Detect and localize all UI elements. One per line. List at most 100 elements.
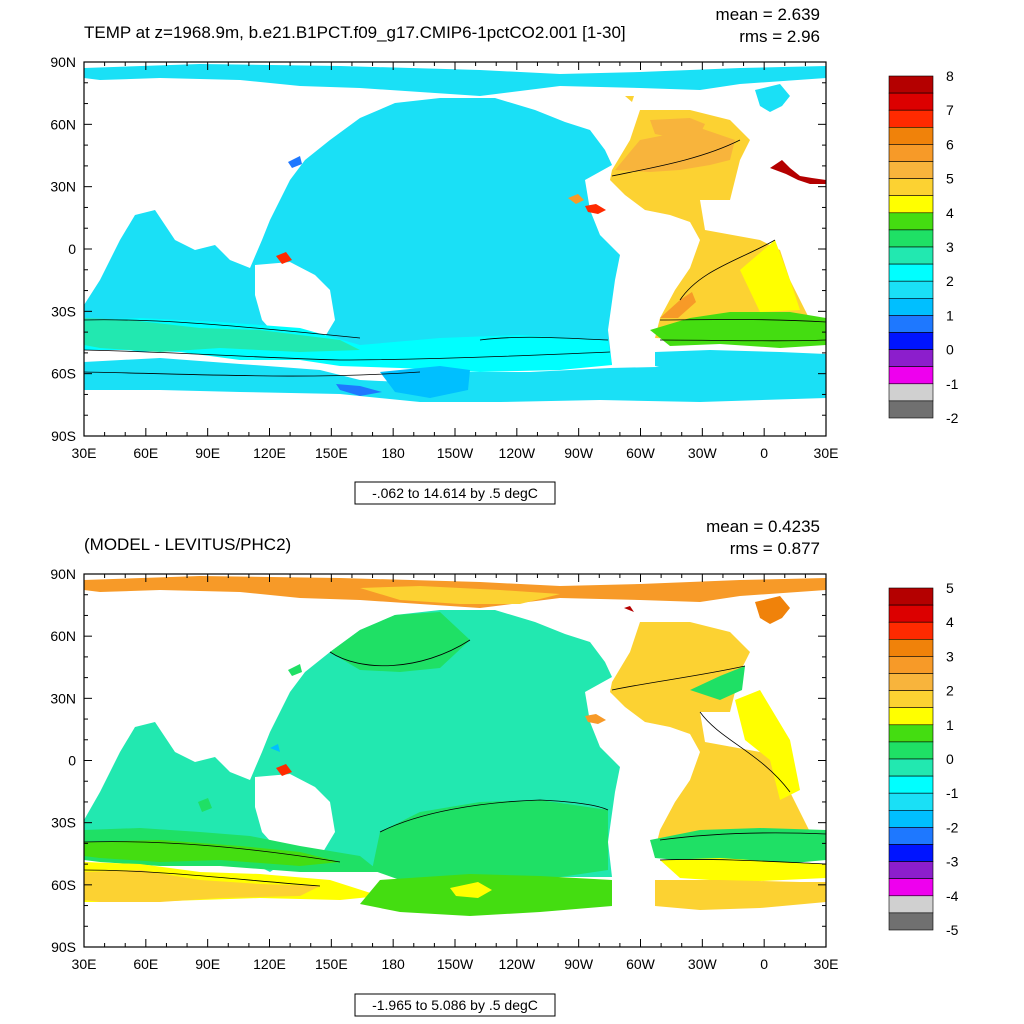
x-tick-label: 90E xyxy=(195,445,220,461)
colorbar-swatch xyxy=(888,400,934,419)
x-tick-label: 120E xyxy=(253,445,286,461)
x-tick-label: 120W xyxy=(499,445,536,461)
colorbar-label: 4 xyxy=(946,614,954,630)
x-tick-label: 90E xyxy=(195,956,220,972)
colorbar-label: 3 xyxy=(946,239,954,255)
x-tick-label: 30W xyxy=(688,445,718,461)
y-tick-label: 30S xyxy=(51,815,76,831)
axes: 30E 60E 90E 120E 150E 180 150W 120W 90W 60W 30W 0 30… xyxy=(50,54,838,461)
colorbar-label: 7 xyxy=(946,102,954,118)
colorbar-label: -5 xyxy=(946,922,959,938)
colorbar-label: 0 xyxy=(946,751,954,767)
colorbar-swatch xyxy=(888,246,934,265)
ocean-field-ross xyxy=(336,384,382,396)
y-tick-label: 60S xyxy=(51,366,76,382)
x-tick-label: 180 xyxy=(381,956,405,972)
rms-label: rms = 0.877 xyxy=(730,539,820,558)
ocean-field-north-atlantic xyxy=(615,128,735,172)
range-label: -1.965 to 5.086 by .5 degC xyxy=(372,997,538,1013)
ocean-field-baffin xyxy=(755,596,790,624)
ocean-field-south-pacific-green xyxy=(372,800,608,884)
colorbar-swatch xyxy=(888,297,934,316)
colorbar-swatch xyxy=(888,878,934,897)
ocean-field-amundsen-yellow xyxy=(450,882,492,898)
ocean-field-mediterranean xyxy=(770,160,826,184)
colorbar: 8 7 6 5 4 3 2 1 0 -1 -2 xyxy=(888,68,959,426)
colorbar-swatch xyxy=(888,673,934,691)
ocean-field-circumpolar-green xyxy=(650,828,826,866)
colorbar-swatch xyxy=(888,383,934,402)
x-tick-label: 150E xyxy=(315,445,348,461)
x-tick-label: 30W xyxy=(688,956,718,972)
x-tick-label: 60E xyxy=(133,445,158,461)
x-tick-label: 180 xyxy=(381,445,405,461)
colorbar-swatch xyxy=(888,707,934,726)
colorbar-swatch xyxy=(888,809,934,828)
x-tick-label: 30E xyxy=(814,956,839,972)
contour-lines xyxy=(83,139,827,377)
ocean-field-south-atlantic-yellow xyxy=(660,858,826,882)
ocean-field-antarctic-orange xyxy=(84,870,320,902)
ocean-field-hudson xyxy=(625,96,634,102)
x-tick-label: 0 xyxy=(760,445,768,461)
colorbar-swatch xyxy=(888,263,934,282)
colorbar-swatch xyxy=(888,775,934,794)
colorbar-label: 2 xyxy=(946,683,954,699)
colorbar-label: 1 xyxy=(946,307,954,323)
colorbar-label: 5 xyxy=(946,580,954,596)
colorbar-swatch xyxy=(888,844,934,862)
colorbar-swatch xyxy=(888,195,934,214)
colorbar-swatch xyxy=(888,144,934,162)
ocean-field-mediterranean xyxy=(624,606,634,612)
ocean-field-red-sea xyxy=(276,252,292,264)
colorbar-label: 0 xyxy=(946,342,954,358)
ocean-field-brazil-current xyxy=(660,292,696,318)
y-tick-label: 60S xyxy=(51,877,76,893)
mean-label: mean = 2.639 xyxy=(716,5,820,24)
colorbar-swatch xyxy=(888,92,934,111)
colorbar-label: 8 xyxy=(946,68,954,84)
colorbar-label: -3 xyxy=(946,854,959,870)
ocean-field-pacific xyxy=(84,98,620,365)
colorbar-swatch xyxy=(888,604,934,623)
colorbar-swatch xyxy=(888,315,934,333)
ocean-field-circumpolar-green xyxy=(650,312,826,348)
map-area xyxy=(83,64,827,402)
colorbar-swatch xyxy=(888,332,934,350)
y-tick-label: 0 xyxy=(68,753,76,769)
x-tick-label: 30E xyxy=(814,445,839,461)
panel-model-temperature: TEMP at z=1968.9m, b.e21.B1PCT.f09_g17.C… xyxy=(50,5,959,505)
colorbar-swatch xyxy=(888,229,934,248)
ocean-field-arabian-spot xyxy=(198,798,212,812)
colorbar-label: -4 xyxy=(946,888,959,904)
x-tick-label: 150W xyxy=(437,956,474,972)
mean-label: mean = 0.4235 xyxy=(706,517,820,536)
y-tick-label: 90N xyxy=(50,566,76,582)
ocean-field-gulf-coast xyxy=(568,194,584,204)
rms-label: rms = 2.96 xyxy=(739,27,820,46)
panel-model-minus-levitus: (MODEL - LEVITUS/PHC2) mean = 0.4235 rms… xyxy=(50,517,959,1017)
y-tick-label: 30N xyxy=(50,179,76,195)
colorbar-swatch xyxy=(888,109,934,128)
colorbar-swatch xyxy=(888,75,934,94)
ocean-field-red-sea xyxy=(276,764,292,776)
contour-lines xyxy=(83,639,827,887)
y-tick-label: 30N xyxy=(50,690,76,706)
colorbar-swatch xyxy=(888,861,934,879)
ocean-field-weddell xyxy=(655,880,826,910)
ocean-field-antarctic-deep xyxy=(380,366,470,398)
colorbar-swatch xyxy=(888,161,934,179)
colorbar-swatch xyxy=(888,724,934,743)
x-tick-label: 90W xyxy=(564,445,594,461)
colorbar-swatch xyxy=(888,690,934,708)
colorbar: 5 4 3 2 1 0 -1 -2 -3 -4 -5 xyxy=(888,580,959,938)
colorbar-swatch xyxy=(888,912,934,931)
range-label: -.062 to 14.614 by .5 degC xyxy=(372,485,538,501)
ocean-field-labrador xyxy=(650,118,705,138)
colorbar-swatch xyxy=(888,792,934,811)
x-tick-label: 90W xyxy=(564,956,594,972)
x-tick-label: 150W xyxy=(437,445,474,461)
colorbar-swatch xyxy=(888,895,934,914)
ocean-field-north-atlantic-green xyxy=(690,666,745,700)
